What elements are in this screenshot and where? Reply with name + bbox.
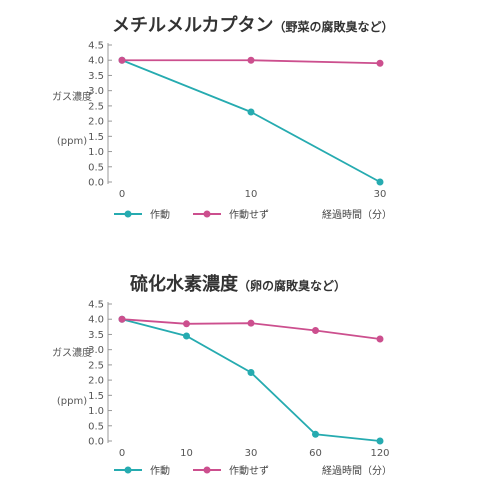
legend: 作動 作動せず (114, 464, 269, 477)
legend-label-inactive: 作動せず (229, 208, 269, 221)
chart-title: 硫化水素濃度（卵の腐敗臭など） (130, 273, 346, 295)
legend-marker-active (124, 210, 132, 218)
data-point-inactive (376, 59, 384, 67)
x-tick-label: 10 (180, 448, 193, 459)
data-point-inactive (376, 335, 384, 343)
chart-title-sub: （卵の腐敗臭など） (238, 278, 346, 293)
x-tick-label: 30 (374, 189, 387, 200)
data-point-active (376, 178, 384, 186)
y-tick-label: 3.0 (88, 345, 104, 356)
data-point-inactive (247, 56, 255, 64)
y-tick-label: 4.5 (88, 41, 104, 52)
y-tick-label: 0.5 (88, 162, 104, 173)
x-axis-label: 経過時間（分） (322, 208, 392, 221)
y-tick-label: 4.0 (88, 56, 104, 67)
legend: 作動 作動せず (114, 208, 269, 221)
y-tick-label: 2.0 (88, 376, 104, 387)
y-tick-label: 4.5 (88, 300, 104, 311)
x-tick-label: 0 (119, 189, 125, 200)
series-line-active (121, 318, 381, 442)
y-axis-label-line1: ガス濃度 (52, 90, 92, 103)
y-tick-label: 0.5 (88, 421, 104, 432)
x-tick-label: 30 (245, 448, 258, 459)
y-tick-label: 1.0 (88, 147, 104, 158)
y-tick-label: 1.5 (88, 391, 104, 402)
y-tick-label: 1.5 (88, 132, 104, 143)
data-point-active (247, 108, 255, 116)
data-point-active (376, 437, 384, 445)
y-tick-label: 2.0 (88, 117, 104, 128)
chart-methyl-mercaptan: メチルメルカプタン（野菜の腐敗臭など） ガス濃度 (ppm) 4.5 4.0 3.5… (52, 14, 393, 221)
data-point-active (247, 369, 255, 376)
y-tick-label: 0.0 (88, 437, 104, 448)
data-point-active (183, 332, 190, 340)
chart-svg: 硫化水素濃度（卵の腐敗臭など） ガス濃度 (ppm) 4.5 4.0 3.5 3.0 2… (52, 273, 392, 477)
x-tick-label: 0 (119, 448, 125, 459)
chart-title-main: 硫化水素濃度 (130, 273, 239, 295)
x-tick-label: 120 (370, 448, 389, 459)
legend-marker-inactive (203, 210, 211, 218)
x-tick-label: 10 (245, 189, 258, 200)
y-tick-label: 3.5 (88, 330, 104, 341)
chart-hydrogen-sulfide: 硫化水素濃度（卵の腐敗臭など） ガス濃度 (ppm) 4.5 4.0 3.5 3.0 2… (0, 243, 486, 486)
chart-title: メチルメルカプタン（野菜の腐敗臭など） (112, 14, 393, 36)
y-tick-label: 3.0 (88, 86, 104, 97)
chart-svg: メチルメルカプタン（野菜の腐敗臭など） ガス濃度 (ppm) 4.5 4.0 3.5… (52, 14, 393, 221)
y-axis-label-line1: ガス濃度 (52, 346, 92, 359)
data-point-inactive (312, 326, 319, 334)
data-point-inactive (183, 320, 190, 328)
data-point-inactive (118, 315, 126, 323)
x-tick-label: 60 (309, 448, 322, 459)
y-axis-label-line2: (ppm) (57, 136, 87, 147)
y-tick-label: 4.0 (88, 315, 104, 326)
legend-label-active: 作動 (150, 464, 170, 477)
y-tick-label: 2.5 (88, 360, 104, 371)
legend-label-inactive: 作動せず (229, 464, 269, 477)
chart-title-main: メチルメルカプタン (112, 14, 273, 36)
y-tick-label: 1.0 (88, 406, 104, 417)
data-point-active (312, 430, 319, 438)
chart-title-sub: （野菜の腐敗臭など） (273, 19, 393, 34)
legend-marker-active (124, 466, 132, 474)
y-tick-label: 3.5 (88, 71, 104, 82)
data-point-inactive (247, 319, 255, 327)
data-point-inactive (118, 56, 126, 64)
series-line-active (121, 59, 381, 183)
x-axis-label: 経過時間（分） (322, 464, 392, 477)
y-tick-label: 2.5 (88, 101, 104, 112)
legend-label-active: 作動 (150, 208, 170, 221)
legend-marker-inactive (203, 466, 211, 474)
y-tick-label: 0.0 (88, 178, 104, 189)
y-axis-label-line2: (ppm) (57, 396, 87, 407)
